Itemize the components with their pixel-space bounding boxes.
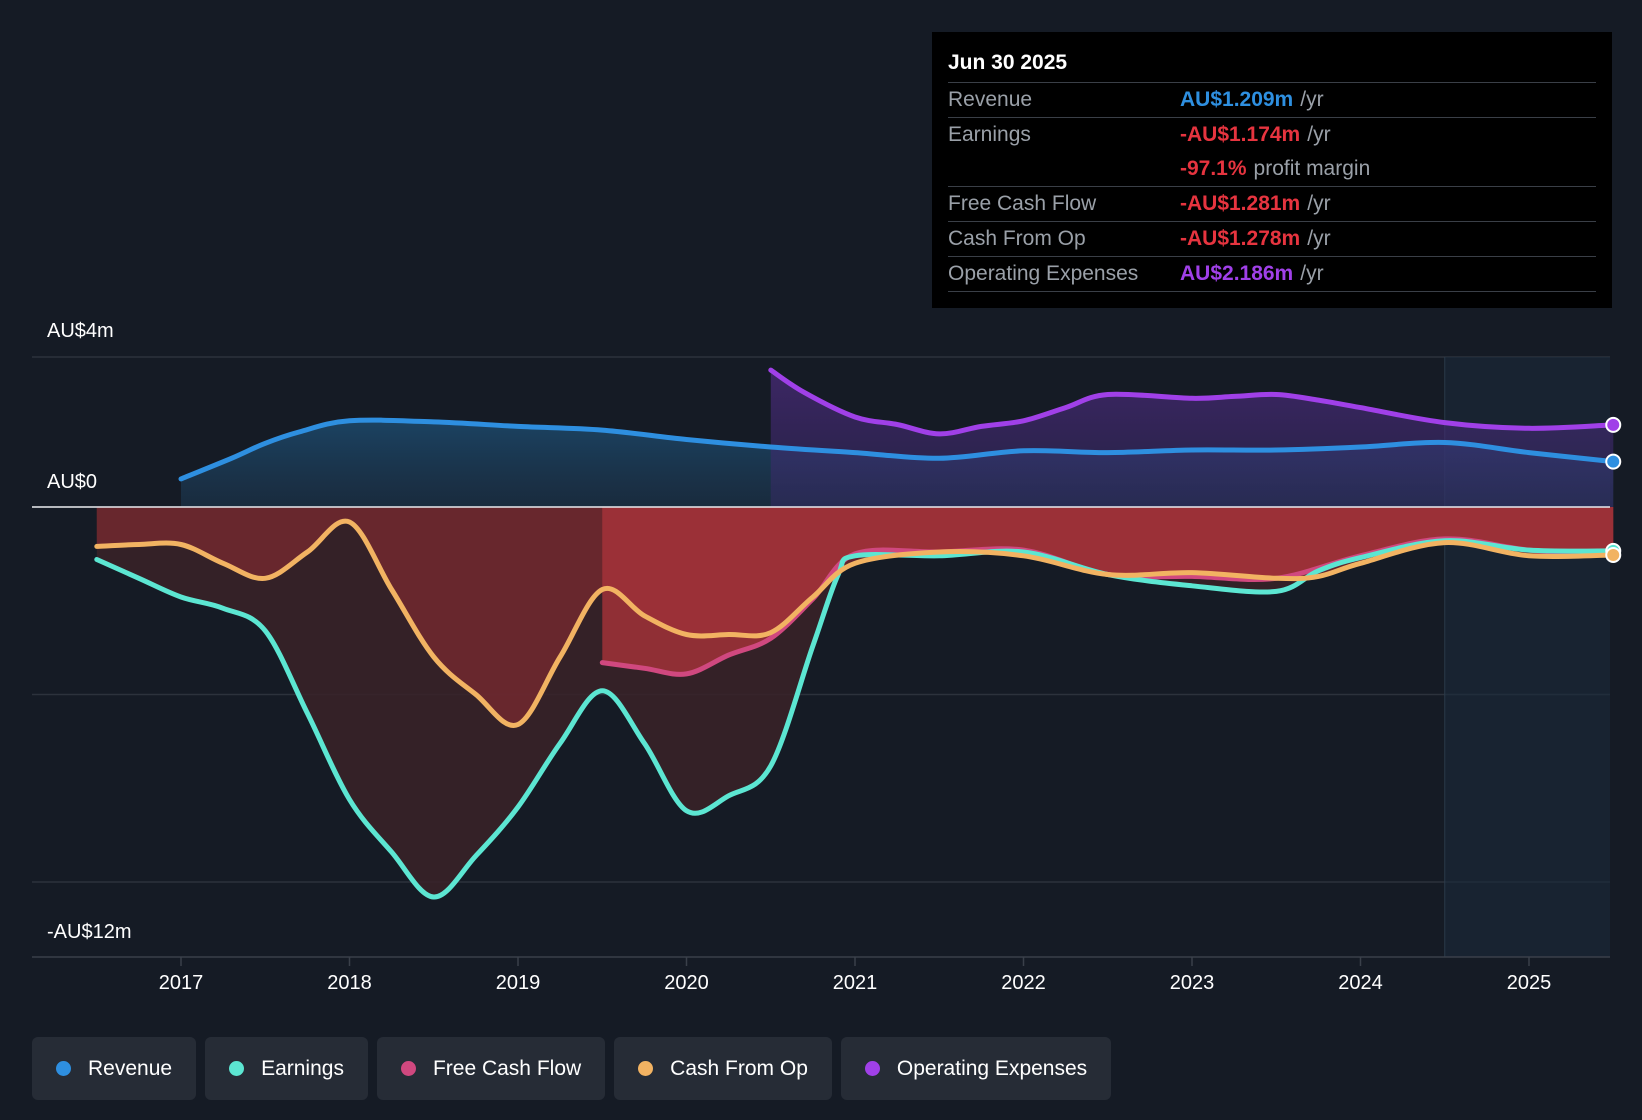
x-tick-label: 2018: [327, 972, 372, 994]
cash-from-op-line: [94, 518, 1616, 728]
y-axis-label-top: AU$4m: [47, 320, 114, 342]
tooltip-row-operating-expenses: Operating Expenses AU$2.186m /yr: [948, 257, 1596, 292]
tooltip-suffix: /yr: [1300, 88, 1324, 111]
x-tick-label: 2017: [158, 972, 204, 994]
tooltip-row-profit-margin: -97.1% profit margin: [948, 152, 1596, 187]
tooltip-label: Free Cash Flow: [948, 192, 1097, 215]
tooltip-suffix: /yr: [1307, 192, 1331, 215]
tooltip: Jun 30 2025 Revenue AU$1.209m /yr Earnin…: [932, 32, 1612, 308]
legend-label: Earnings: [261, 1056, 344, 1080]
x-tick-label: 2019: [495, 972, 541, 994]
legend-item-revenue[interactable]: Revenue: [32, 1037, 197, 1100]
legend-item-cash-from-op[interactable]: Cash From Op: [614, 1037, 832, 1100]
legend-dot-icon: [229, 1061, 245, 1076]
x-tick-label: 2024: [1338, 972, 1383, 994]
tooltip-row-earnings: Earnings -AU$1.174m /yr: [948, 118, 1596, 152]
legend-dot-icon: [56, 1061, 71, 1076]
legend-label: Free Cash Flow: [432, 1056, 582, 1080]
tooltip-value: -AU$1.281m: [1180, 192, 1301, 215]
tooltip-label: [948, 152, 1180, 186]
legend-label: Cash From Op: [670, 1056, 808, 1080]
tooltip-label: Earnings: [948, 123, 1031, 146]
x-tick-label: 2025: [1506, 972, 1552, 994]
cash-from-op-end-marker: [1605, 547, 1622, 563]
tooltip-suffix: /yr: [1307, 123, 1331, 146]
legend-dot-icon: [638, 1061, 654, 1076]
tooltip-value: -97.1%: [1180, 157, 1247, 180]
tooltip-suffix: profit margin: [1253, 157, 1371, 180]
legend: Revenue Earnings Free Cash Flow Cash Fro…: [32, 1037, 1112, 1100]
x-tick-label: 2021: [832, 972, 878, 994]
revenue-line: [178, 417, 1616, 482]
y-axis-label-bottom: -AU$12m: [47, 921, 132, 943]
legend-dot-icon: [400, 1061, 416, 1076]
tooltip-suffix: /yr: [1300, 262, 1324, 285]
tooltip-row-revenue: Revenue AU$1.209m /yr: [948, 83, 1596, 118]
legend-item-free-cash-flow[interactable]: Free Cash Flow: [376, 1037, 606, 1100]
tooltip-label: Cash From Op: [948, 227, 1086, 250]
tooltip-value: -AU$1.174m: [1180, 123, 1301, 146]
x-tick-label: 2020: [664, 972, 709, 994]
tooltip-value: -AU$1.278m: [1180, 227, 1301, 250]
tooltip-row-cash-from-op: Cash From Op -AU$1.278m /yr: [948, 222, 1596, 257]
tooltip-label: Operating Expenses: [948, 262, 1139, 285]
tooltip-date: Jun 30 2025: [948, 48, 1596, 83]
legend-label: Operating Expenses: [896, 1056, 1088, 1080]
x-tick-label: 2023: [1169, 972, 1215, 994]
y-axis-label-zero: AU$0: [47, 471, 98, 493]
operating-expenses-area: [770, 370, 1614, 507]
tooltip-label: Revenue: [948, 88, 1033, 111]
legend-label: Revenue: [88, 1056, 173, 1080]
legend-dot-icon: [864, 1061, 880, 1076]
operating-expenses-line: [768, 367, 1616, 437]
legend-item-operating-expenses[interactable]: Operating Expenses: [840, 1037, 1112, 1100]
tooltip-suffix: /yr: [1307, 227, 1331, 250]
free-cash-flow-area: [602, 507, 1614, 675]
legend-item-earnings[interactable]: Earnings: [205, 1037, 368, 1100]
tooltip-value: AU$2.186m: [1180, 262, 1294, 285]
tooltip-value: AU$1.209m: [1180, 88, 1294, 111]
x-tick-label: 2022: [1001, 972, 1046, 994]
tooltip-row-free-cash-flow: Free Cash Flow -AU$1.281m /yr: [948, 187, 1596, 222]
operating-expenses-end-marker: [1605, 416, 1622, 433]
earnings-line: [94, 538, 1616, 900]
revenue-end-marker: [1605, 453, 1622, 470]
